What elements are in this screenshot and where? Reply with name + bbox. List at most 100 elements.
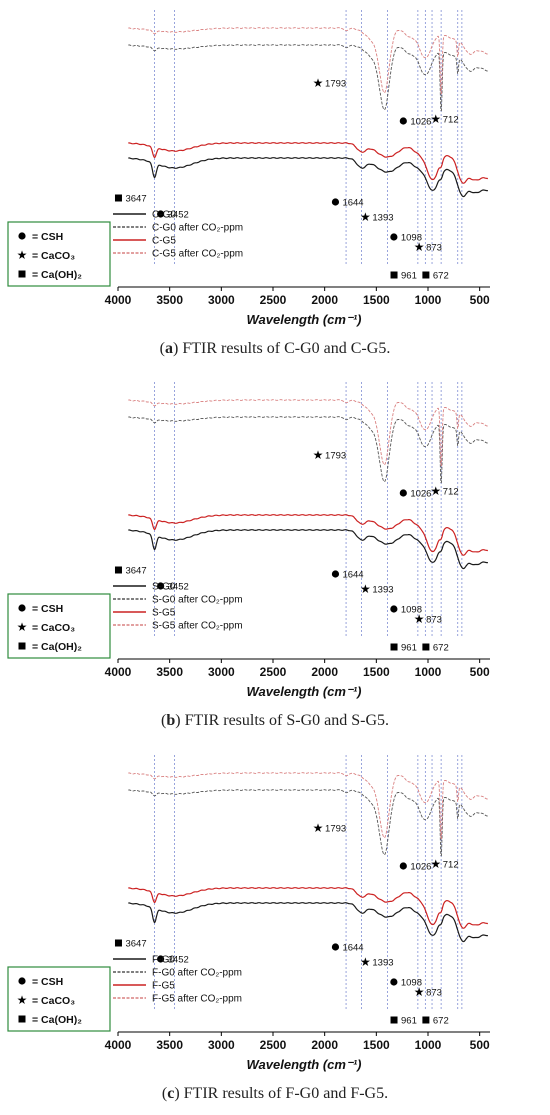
peak-marker-circle-1644 (331, 198, 340, 206)
legend-label-2: F-G0 after CO₂-ppm (152, 968, 242, 979)
peak-label-3452: 3452 (168, 582, 189, 593)
peak-label-1793: 1793 (325, 824, 346, 835)
spectrum-line-4 (128, 399, 488, 467)
peak-marker-star-1793: ★ (313, 448, 324, 462)
peak-marker-circle-1026 (399, 862, 407, 870)
spectrum-line-1 (128, 902, 488, 943)
x-tick-label-2000: 2000 (311, 293, 338, 307)
peak-marker-square-3647 (114, 939, 122, 947)
marker-legend-symbol-square (18, 642, 26, 650)
peak-marker-circle-1644 (331, 943, 340, 951)
peak-marker-star-873: ★ (414, 240, 425, 254)
spectrum-line-1 (128, 529, 488, 570)
spectrum-line-2 (128, 416, 488, 484)
spectra (128, 772, 488, 943)
x-tick-label-1500: 1500 (363, 1038, 390, 1052)
marker-legend-label-1: = CSH (32, 231, 63, 243)
marker-legend-symbol-star: ★ (17, 620, 28, 634)
x-tick-label-2500: 2500 (260, 293, 287, 307)
marker-legend-symbol-square (18, 1015, 26, 1023)
marker-legend-symbol-circle (18, 977, 26, 985)
x-tick-label-3500: 3500 (156, 293, 183, 307)
marker-legend-label-3: = Ca(OH)₂ (32, 269, 82, 281)
x-axis-title: Wavelength (cm⁻¹) (247, 1057, 362, 1072)
marker-legend-label-2: = CaCO₃ (32, 622, 75, 634)
legend-label-3: F-G5 (152, 981, 175, 992)
legend-label-2: C-G0 after CO₂-ppm (152, 223, 243, 234)
series-legend: S-G0 S-G0 after CO₂-ppm S-G5 S-G5 after CO₂… (113, 582, 243, 632)
spectra (128, 27, 488, 198)
x-tick-label-4000: 4000 (105, 293, 132, 307)
marker-legend: = CSH ★ = CaCO₃ = Ca(OH)₂ (7, 966, 111, 1032)
legend-label-4: C-G5 after CO₂-ppm (152, 249, 243, 260)
peak-marker-star-1393: ★ (360, 582, 371, 596)
peak-marker-circle-1026 (399, 489, 407, 497)
x-tick-label-1000: 1000 (415, 665, 442, 679)
legend-label-1: S-G0 (152, 582, 176, 593)
legend-label-2: S-G0 after CO₂-ppm (152, 595, 243, 606)
peak-marker-square-961 (390, 271, 398, 279)
marker-legend: = CSH ★ = CaCO₃ = Ca(OH)₂ (7, 221, 111, 287)
x-axis: 4000 3500 3000 2500 2000 1500 1000 500 Wavelengt… (105, 286, 490, 327)
peak-marker-circle-1026 (399, 117, 407, 125)
marker-legend-symbol-star: ★ (17, 993, 28, 1007)
marker-legend: = CSH ★ = CaCO₃ = Ca(OH)₂ (7, 593, 111, 659)
peak-marker-square-961 (390, 1016, 398, 1024)
marker-legend-symbol-star: ★ (17, 248, 28, 262)
peak-label-1098: 1098 (401, 605, 422, 616)
spectrum-line-3 (128, 142, 488, 184)
peak-marker-star-1393: ★ (360, 955, 371, 969)
peak-label-873: 873 (426, 988, 442, 999)
caption-b: (b) FTIR results of S-G0 and S-G5. (161, 712, 389, 729)
series-legend: C-G0 C-G0 after CO₂-ppm C-G5 C-G5 after CO₂… (113, 210, 243, 260)
peak-guide-lines (154, 755, 463, 1010)
x-tick-label-500: 500 (470, 1038, 490, 1052)
chart-panel-b: 3647 3452 ★ 1793 1644 ★ 1393 1098 1026 961 ★ 873 ★ 71… (0, 372, 550, 702)
x-tick-label-2500: 2500 (260, 665, 287, 679)
legend-label-1: F-G0 (152, 955, 175, 966)
peak-label-672: 672 (433, 643, 449, 654)
x-tick-label-3000: 3000 (208, 1038, 235, 1052)
spectrum-line-2 (128, 44, 488, 112)
peak-marker-square-3647 (114, 566, 122, 574)
x-tick-label-3500: 3500 (156, 1038, 183, 1052)
marker-legend-label-1: = CSH (32, 976, 63, 988)
x-axis-title: Wavelength (cm⁻¹) (247, 684, 362, 699)
legend-label-4: F-G5 after CO₂-ppm (152, 994, 242, 1005)
chart-panel-a: 3647 3452 ★ 1793 1644 ★ 1393 1098 1026 961 ★ 873 ★ 71… (0, 0, 550, 330)
x-tick-label-500: 500 (470, 293, 490, 307)
peak-marker-circle-1098 (390, 605, 398, 613)
peak-label-1098: 1098 (401, 978, 422, 989)
peak-label-873: 873 (426, 243, 442, 254)
peak-marker-circle-1098 (390, 978, 398, 986)
x-axis: 4000 3500 3000 2500 2000 1500 1000 500 Wavelengt… (105, 1031, 490, 1072)
peak-marker-circle-3452 (157, 955, 165, 963)
x-tick-label-3000: 3000 (208, 293, 235, 307)
peak-label-712: 712 (443, 487, 459, 498)
peak-marker-star-712: ★ (430, 484, 441, 498)
marker-legend-symbol-square (18, 270, 26, 278)
peak-label-1393: 1393 (372, 585, 393, 596)
marker-legend-label-3: = Ca(OH)₂ (32, 641, 82, 653)
x-tick-label-4000: 4000 (105, 1038, 132, 1052)
chart-panel-c: 3647 3452 ★ 1793 1644 ★ 1393 1098 1026 961 ★ 873 ★ 71… (0, 745, 550, 1075)
peak-label-1644: 1644 (342, 943, 363, 954)
peak-marker-star-1793: ★ (313, 821, 324, 835)
caption-a: (a) FTIR results of C-G0 and C-G5. (159, 340, 391, 357)
x-axis-title: Wavelength (cm⁻¹) (247, 312, 362, 327)
marker-legend-label-2: = CaCO₃ (32, 250, 75, 262)
peak-label-712: 712 (443, 860, 459, 871)
x-axis: 4000 3500 3000 2500 2000 1500 1000 500 Wavelengt… (105, 658, 490, 699)
x-tick-label-1500: 1500 (363, 665, 390, 679)
peak-marker-circle-1098 (390, 233, 398, 241)
peak-label-1098: 1098 (401, 233, 422, 244)
peak-label-1026: 1026 (410, 117, 431, 128)
x-tick-label-2000: 2000 (311, 665, 338, 679)
peak-label-672: 672 (433, 1016, 449, 1027)
peak-label-712: 712 (443, 115, 459, 126)
x-tick-label-500: 500 (470, 665, 490, 679)
marker-legend-symbol-circle (18, 604, 26, 612)
